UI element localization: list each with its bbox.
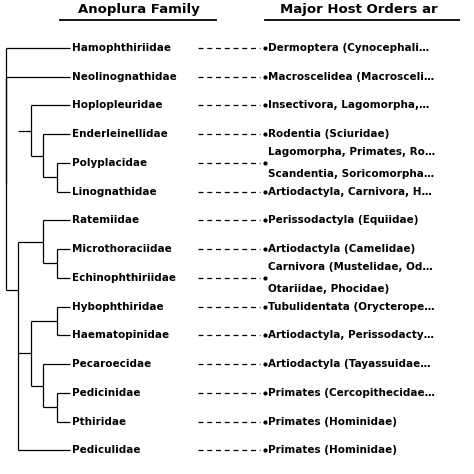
Text: Haematopinidae: Haematopinidae	[72, 330, 169, 340]
Text: Enderleinellidae: Enderleinellidae	[72, 129, 168, 139]
Text: Rodentia (Sciuridae): Rodentia (Sciuridae)	[268, 129, 389, 139]
Text: Artiodactyla, Carnivora, H…: Artiodactyla, Carnivora, H…	[268, 187, 432, 197]
Text: Anoplura Family: Anoplura Family	[78, 3, 199, 16]
Text: Primates (Hominidae): Primates (Hominidae)	[268, 417, 397, 427]
Text: Carnivora (Mustelidae, Od…: Carnivora (Mustelidae, Od…	[268, 262, 432, 272]
Text: Tubulidentata (Orycterope…: Tubulidentata (Orycterope…	[268, 301, 434, 311]
Text: Pediculidae: Pediculidae	[72, 445, 140, 456]
Text: Dermoptera (Cynocephali…: Dermoptera (Cynocephali…	[268, 43, 429, 53]
Text: Ratemiidae: Ratemiidae	[72, 215, 139, 225]
Text: Microthoraciidae: Microthoraciidae	[72, 244, 172, 254]
Text: Otariidae, Phocidae): Otariidae, Phocidae)	[268, 284, 389, 294]
Text: Hamophthiriidae: Hamophthiriidae	[72, 43, 171, 53]
Text: Polyplacidae: Polyplacidae	[72, 158, 147, 168]
Text: Artiodactyla, Perissodacty…: Artiodactyla, Perissodacty…	[268, 330, 434, 340]
Text: Perissodactyla (Equiidae): Perissodactyla (Equiidae)	[268, 215, 419, 225]
Text: Major Host Orders ar: Major Host Orders ar	[280, 3, 438, 16]
Text: Primates (Cercopithecidae…: Primates (Cercopithecidae…	[268, 388, 435, 398]
Text: Pthiridae: Pthiridae	[72, 417, 126, 427]
Text: Scandentia, Soricomorpha…: Scandentia, Soricomorpha…	[268, 169, 434, 179]
Text: Hybophthiridae: Hybophthiridae	[72, 301, 164, 311]
Text: Hoplopleuridae: Hoplopleuridae	[72, 100, 163, 110]
Text: Lagomorpha, Primates, Ro…: Lagomorpha, Primates, Ro…	[268, 147, 435, 157]
Text: Macroscelidea (Macrosceli…: Macroscelidea (Macrosceli…	[268, 72, 434, 82]
Text: Pedicinidae: Pedicinidae	[72, 388, 140, 398]
Text: Pecaroecidae: Pecaroecidae	[72, 359, 151, 369]
Text: Artiodactyla (Tayassuidae…: Artiodactyla (Tayassuidae…	[268, 359, 430, 369]
Text: Neolinognathidae: Neolinognathidae	[72, 72, 177, 82]
Text: Artiodactyla (Camelidae): Artiodactyla (Camelidae)	[268, 244, 415, 254]
Text: Linognathidae: Linognathidae	[72, 187, 156, 197]
Text: Echinophthiriidae: Echinophthiriidae	[72, 273, 176, 283]
Text: Primates (Hominidae): Primates (Hominidae)	[268, 445, 397, 456]
Text: Insectivora, Lagomorpha,…: Insectivora, Lagomorpha,…	[268, 100, 429, 110]
